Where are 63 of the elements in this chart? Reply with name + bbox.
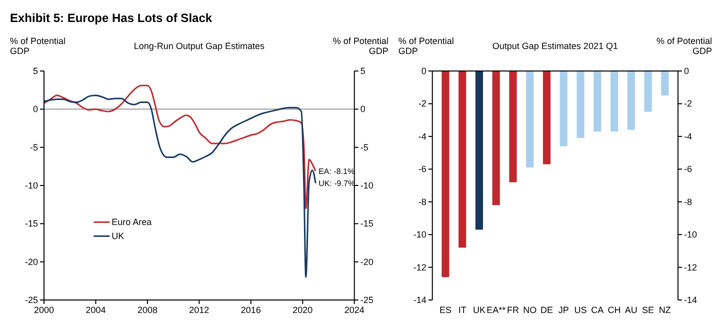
y2-tick-label: -6 (684, 164, 692, 174)
x-tick-label: 2000 (34, 305, 54, 315)
y2-tick-label: -2 (684, 98, 692, 109)
x-tick-label: FR (506, 305, 520, 315)
line-series (43, 94, 316, 278)
x-tick-label: NO (523, 305, 537, 315)
chart-title: Exhibit 5: Europe Has Lots of Slack (10, 11, 212, 25)
y2-tick-label: -12 (684, 262, 698, 272)
y-tick-label: -6 (418, 164, 426, 174)
y-tick-label: -10 (24, 180, 38, 190)
y2-tick-label: -8 (684, 196, 692, 207)
x-tick-label: 2004 (86, 305, 106, 315)
y-tick-label: -5 (30, 142, 38, 152)
x-tick-label: IT (458, 305, 467, 315)
y2-tick-label: 5 (360, 66, 366, 76)
y-tick-label: 0 (421, 66, 426, 76)
x-tick-label: CA (591, 305, 604, 315)
y-tick-label: 0 (32, 104, 38, 114)
y-tick-label: -14 (413, 295, 426, 305)
y2-tick-label: -20 (360, 256, 374, 267)
chart-subtitle: Long-Run Output Gap Estimates (134, 41, 265, 51)
y2-tick-label: -5 (360, 142, 368, 152)
y-axis-title: % of Potential GDP (10, 36, 66, 56)
x-tick-label: 2016 (240, 305, 261, 315)
y-tick-label: -20 (24, 256, 38, 267)
y-tick-label: 5 (32, 66, 38, 76)
x-tick-label: CH (608, 305, 621, 315)
y2-tick-label: -4 (684, 131, 692, 142)
x-tick-label: EA** (486, 305, 506, 315)
y-tick-label: -4 (418, 131, 426, 142)
x-tick-label: SE (642, 305, 654, 315)
legend-label: Euro Area (112, 217, 152, 228)
annotation: EA: -8.1% (318, 166, 355, 176)
x-tick-label: 2012 (189, 305, 210, 315)
y-tick-label: -2 (418, 98, 426, 109)
x-tick-label: 2024 (344, 305, 364, 315)
y2-tick-label: -10 (684, 230, 698, 240)
y-tick-label: -12 (413, 262, 426, 272)
legend-label: UK (112, 231, 124, 242)
line-series (43, 84, 316, 210)
y-tick-label: -25 (24, 295, 38, 305)
x-tick-label: NZ (658, 305, 672, 315)
x-tick-label: US (574, 305, 587, 315)
y2-tick-label: -25 (360, 295, 374, 305)
chart-subtitle: Output Gap Estimates 2021 Q1 (492, 41, 618, 51)
y2-tick-label: 0 (360, 104, 366, 114)
y-axis-title: % of Potential GDP (398, 36, 454, 56)
y2-tick-label: -15 (360, 218, 374, 229)
x-tick-label: UK (472, 305, 486, 315)
x-tick-label: JP (558, 305, 569, 315)
y-tick-label: -8 (418, 196, 426, 207)
y2-axis-title: % of Potential GDP (656, 36, 712, 56)
x-tick-label: 2008 (137, 305, 158, 315)
y-tick-label: -15 (24, 218, 38, 229)
x-tick-label: 2020 (292, 305, 313, 315)
y2-tick-label: -14 (684, 295, 698, 305)
x-tick-label: ES (439, 305, 452, 315)
y2-tick-label: -10 (360, 180, 374, 190)
x-tick-label: AU (624, 305, 638, 315)
y2-tick-label: 0 (684, 66, 690, 76)
x-tick-label: DE (540, 305, 553, 315)
y-tick-label: -10 (413, 230, 426, 240)
y2-axis-title: % of Potential GDP (332, 36, 388, 56)
